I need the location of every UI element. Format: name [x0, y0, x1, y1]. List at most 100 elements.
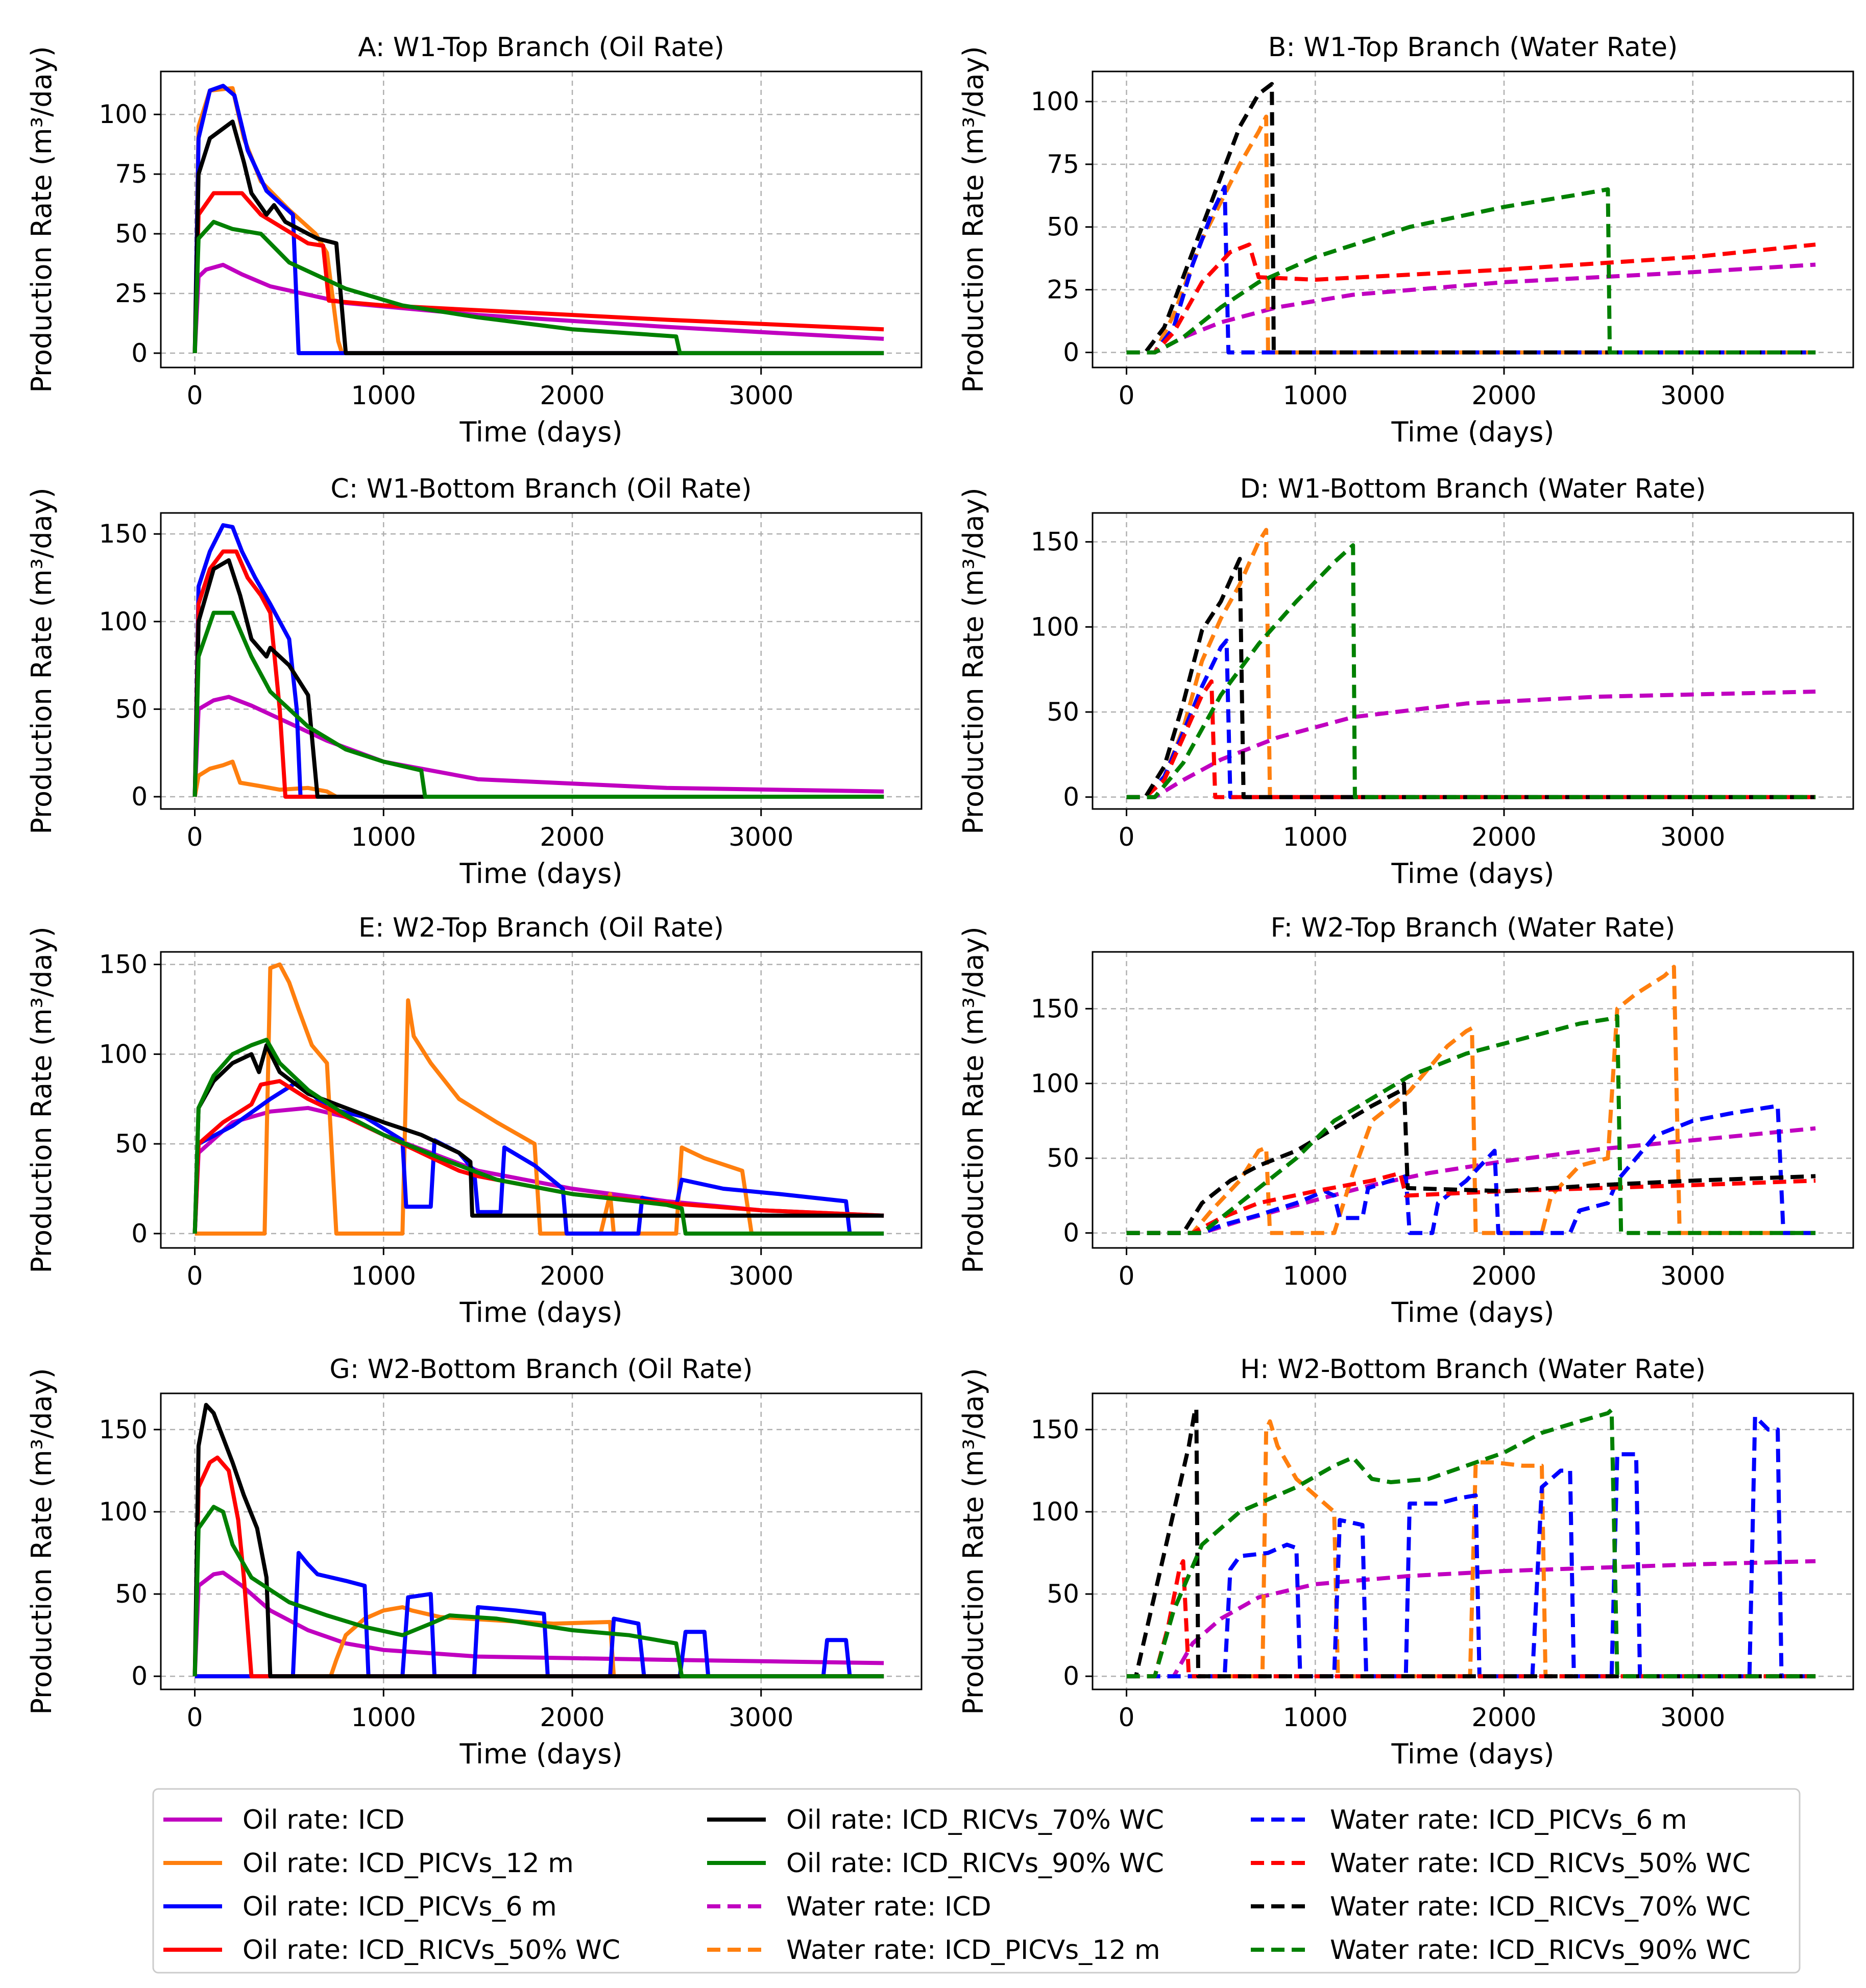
x-tick-label: 3000 — [1660, 1261, 1725, 1291]
x-tick-label: 2000 — [1471, 1261, 1536, 1291]
y-tick-label: 75 — [1047, 150, 1079, 179]
series-line-oil_ricv90 — [192, 219, 884, 355]
legend-item-oil_ricv50: Oil rate: ICD_RICVs_50% WC — [163, 1935, 620, 1966]
y-tick-label: 50 — [1047, 212, 1079, 242]
x-axis-label: Time (days) — [1391, 1296, 1555, 1329]
legend-label: Water rate: ICD_RICVs_50% WC — [1330, 1848, 1751, 1879]
y-tick-label: 50 — [1047, 1143, 1079, 1173]
series-line-oil_icd — [192, 262, 884, 354]
x-tick-label: 2000 — [1471, 381, 1536, 410]
x-tick-label: 2000 — [540, 822, 604, 852]
y-tick-label: 150 — [99, 950, 148, 979]
series-line-wat_ricv90 — [1126, 187, 1816, 355]
series-line-wat_picv12 — [1126, 528, 1816, 799]
legend-item-oil_picv6: Oil rate: ICD_PICVs_6 m — [163, 1892, 557, 1922]
series-group — [1126, 1406, 1816, 1679]
x-tick-label: 3000 — [1660, 381, 1725, 410]
x-tick-label: 1000 — [351, 1261, 416, 1291]
axes-frame — [160, 512, 923, 810]
panel-H: H: W2-Bottom Branch (Water Rate) 0 100 0 200… — [957, 1354, 1854, 1770]
x-tick-label: 1000 — [351, 381, 416, 410]
y-tick-label: 100 — [1031, 1497, 1079, 1527]
y-tick-label: 50 — [115, 694, 148, 724]
series-group — [192, 523, 884, 799]
y-tick-label: 25 — [115, 279, 148, 308]
series-line-oil_picv6 — [192, 84, 884, 355]
x-tick-label: 2000 — [1471, 822, 1536, 852]
y-tick-label: 75 — [115, 159, 148, 189]
x-axis-label: Time (days) — [459, 1296, 623, 1329]
panel-A: A: W1-Top Branch (Oil Rate)0 1000 2000 3000… — [26, 32, 923, 448]
series-line-wat_picv6 — [1126, 639, 1816, 799]
series-group — [1126, 528, 1816, 799]
legend-label: Oil rate: ICD_PICVs_6 m — [243, 1892, 557, 1922]
x-tick-label: 0 — [1119, 1703, 1135, 1732]
y-tick-label: 0 — [1063, 1661, 1079, 1691]
x-tick-label: 0 — [187, 822, 203, 852]
y-tick-label: 0 — [131, 1661, 148, 1691]
axes-frame — [1092, 512, 1854, 810]
series-line-oil_picv12 — [195, 962, 884, 1236]
series-line-wat_icd — [1126, 262, 1816, 355]
panel-title: H: W2-Bottom Branch (Water Rate) — [1240, 1354, 1706, 1385]
y-tick-label: 0 — [131, 1219, 148, 1248]
x-axis-label: Time (days) — [459, 416, 623, 448]
y-tick-label: 50 — [115, 1579, 148, 1609]
x-tick-label: 3000 — [729, 822, 793, 852]
panel-C: C: W1-Bottom Branch (Oil Rate)0 1000 2000 3… — [26, 474, 923, 890]
x-tick-label: 0 — [1119, 1261, 1135, 1291]
x-tick-label: 1000 — [1283, 822, 1348, 852]
legend-item-wat_ricv90: Water rate: ICD_RICVs_90% WC — [1251, 1935, 1751, 1966]
axes-frame — [160, 70, 923, 369]
panel-E: E: W2-Top Branch (Oil Rate)0 1000 2000 3000… — [26, 913, 923, 1329]
panel-title: B: W1-Top Branch (Water Rate) — [1268, 32, 1678, 63]
series-line-wat_ricv90 — [1126, 1014, 1816, 1235]
y-tick-label: 150 — [1031, 994, 1079, 1023]
series-line-wat_picv6 — [1126, 1103, 1816, 1235]
series-line-oil_icd — [192, 1570, 884, 1677]
x-tick-label: 2000 — [540, 381, 604, 410]
series-line-wat_ricv90 — [1126, 543, 1816, 799]
y-tick-label: 150 — [99, 519, 148, 549]
axes-frame — [1092, 951, 1854, 1249]
y-tick-label: 150 — [1031, 1415, 1079, 1444]
series-line-wat_picv12 — [1126, 965, 1816, 1235]
x-tick-label: 3000 — [729, 1703, 793, 1732]
legend-item-wat_ricv50: Water rate: ICD_RICVs_50% WC — [1251, 1848, 1751, 1879]
series-line-wat_ricv70 — [1126, 1406, 1816, 1679]
legend-item-wat_picv12: Water rate: ICD_PICVs_12 m — [707, 1935, 1160, 1966]
x-tick-label: 3000 — [729, 1261, 793, 1291]
y-tick-label: 50 — [1047, 1579, 1079, 1609]
panel-D: D: W1-Bottom Branch (Water Rate)0 1000 200… — [957, 474, 1854, 890]
series-line-wat_ricv70 — [1126, 1081, 1816, 1235]
legend-label: Oil rate: ICD — [243, 1805, 405, 1835]
x-tick-label: 2000 — [540, 1703, 604, 1732]
series-line-oil_ricv50 — [192, 1455, 884, 1679]
legend-label: Oil rate: ICD_RICVs_90% WC — [786, 1848, 1164, 1879]
series-line-oil_ricv90 — [192, 1038, 884, 1236]
series-line-oil_ricv70 — [192, 1403, 884, 1679]
series-line-wat_icd — [1126, 690, 1816, 799]
x-axis-label: Time (days) — [459, 857, 623, 890]
axes-frame — [160, 951, 923, 1249]
y-axis-label: Production Rate (m³/day) — [26, 926, 58, 1273]
series-group — [1126, 82, 1816, 355]
x-axis-label: Time (days) — [1391, 857, 1555, 890]
series-line-oil_ricv90 — [192, 610, 884, 799]
series-line-oil_picv6 — [192, 523, 884, 799]
y-axis-label: Production Rate (m³/day) — [26, 46, 58, 392]
panel-title: C: W1-Bottom Branch (Oil Rate) — [330, 474, 752, 504]
panel-F: F: W2-Top Branch (Water Rate)0 1000 2000 30… — [957, 913, 1854, 1329]
series-line-wat_picv12 — [1126, 114, 1816, 355]
series-line-oil_ricv70 — [192, 1043, 884, 1234]
y-axis-label: Production Rate (m³/day) — [26, 1368, 58, 1714]
x-tick-label: 2000 — [540, 1261, 604, 1291]
legend-label: Oil rate: ICD_PICVs_12 m — [243, 1848, 574, 1879]
series-line-oil_picv12 — [192, 759, 884, 799]
y-tick-label: 100 — [1031, 612, 1079, 642]
x-tick-label: 2000 — [1471, 1703, 1536, 1732]
series-line-oil_icd — [192, 695, 884, 797]
legend-item-wat_picv6: Water rate: ICD_PICVs_6 m — [1251, 1805, 1687, 1835]
x-tick-label: 1000 — [1283, 1261, 1348, 1291]
